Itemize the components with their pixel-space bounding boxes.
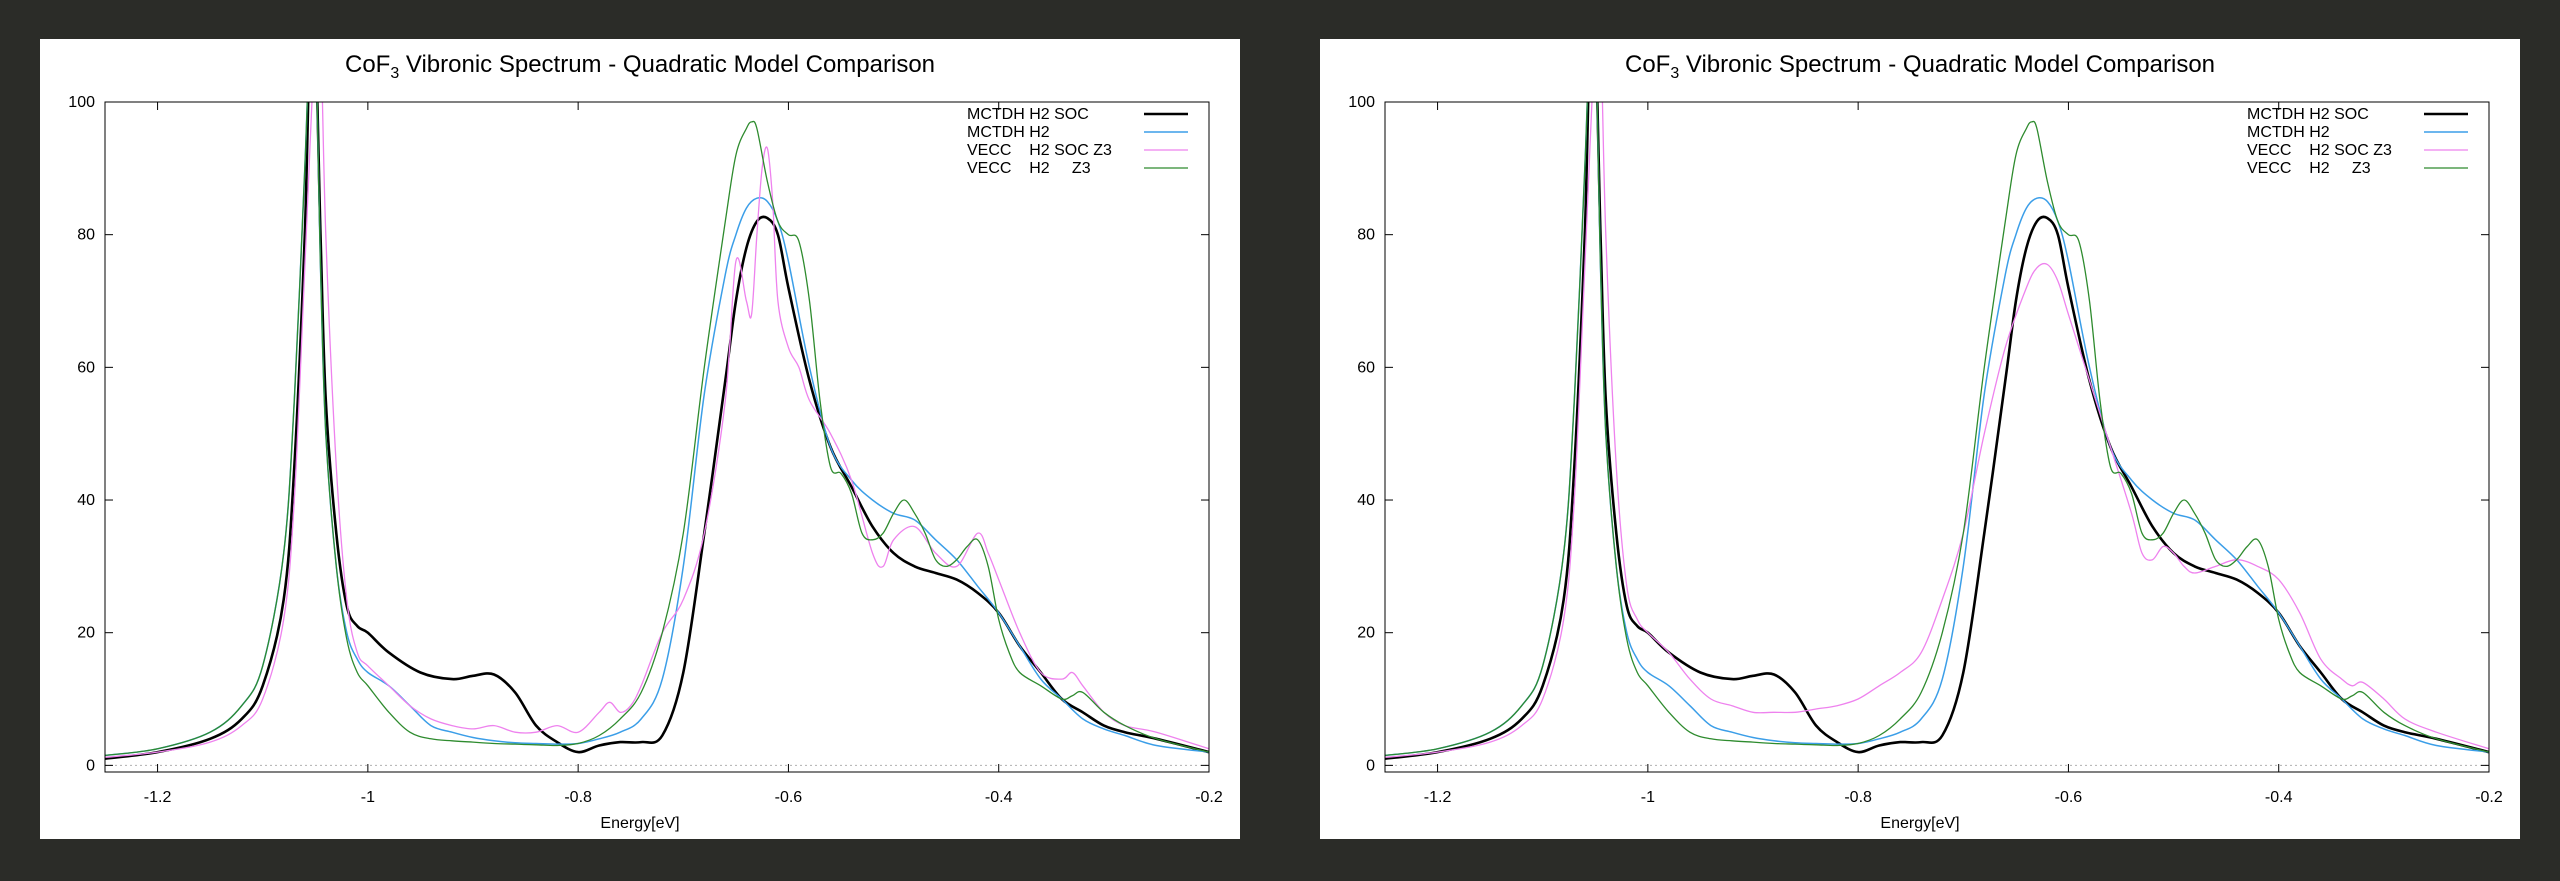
series-line-mctdh-h2-soc (105, 102, 1209, 760)
legend-label: VECC H2 SOC Z3 (967, 142, 1112, 159)
legend-label: MCTDH H2 SOC (2247, 106, 2369, 123)
x-tick-label: -1 (1641, 789, 1655, 806)
x-tick-label: -0.6 (775, 789, 803, 806)
x-tick-label: -1 (361, 789, 375, 806)
x-tick-label: -1.2 (144, 789, 172, 806)
x-axis-label: Energy[eV] (1880, 815, 1960, 832)
x-tick-label: -0.4 (985, 789, 1013, 806)
x-tick-label: -0.2 (2475, 789, 2503, 806)
chart-title: CoF3 Vibronic Spectrum - Quadratic Model… (1624, 51, 2216, 82)
x-axis-label: Energy[eV] (600, 815, 680, 832)
y-tick-label: 40 (1357, 492, 1375, 509)
spectrum-plot-right: -1.2 -1 -0.8 -0.6 -0.4 -0.2 0 20 40 60 80 100 MCTDH … (1348, 94, 2503, 806)
plot-frame (1384, 101, 2490, 773)
y-tick-label: 0 (1366, 757, 1375, 774)
y-tick-label: 40 (77, 492, 95, 509)
y-tick-label: 0 (86, 757, 95, 774)
legend-label: MCTDH H2 (2247, 124, 2330, 141)
legend-label: MCTDH H2 (967, 124, 1050, 141)
legend-label: MCTDH H2 SOC (967, 106, 1089, 123)
y-tick-label: 60 (1357, 359, 1375, 376)
series-line-vecc-h2-soc-z3 (1385, 102, 2489, 759)
y-tick-label: 100 (68, 94, 95, 111)
x-tick-label: -0.8 (1844, 789, 1872, 806)
y-tick-label: 20 (1357, 625, 1375, 642)
y-tick-label: 100 (1348, 94, 1375, 111)
chart-panel-right: CoF3 Vibronic Spectrum - Quadratic Model… (1320, 39, 2520, 839)
y-tick-label: 80 (77, 227, 95, 244)
x-tick-label: -0.8 (564, 789, 592, 806)
x-tick-label: -1.2 (1424, 789, 1452, 806)
legend-label: VECC H2 Z3 (2247, 160, 2371, 177)
series-line-vecc-h2-z3 (105, 102, 1209, 757)
series-line-vecc-h2-soc-z3 (105, 102, 1209, 759)
legend-label: VECC H2 Z3 (967, 160, 1091, 177)
y-tick-label: 80 (1357, 227, 1375, 244)
series-line-vecc-h2-z3 (1385, 102, 2489, 757)
x-tick-label: -0.2 (1195, 789, 1223, 806)
series-line-mctdh-h2 (1385, 102, 2489, 757)
legend-label: VECC H2 SOC Z3 (2247, 142, 2392, 159)
chart-title: CoF3 Vibronic Spectrum - Quadratic Model… (344, 51, 936, 82)
plot-frame (104, 101, 1210, 773)
x-tick-label: -0.4 (2265, 789, 2293, 806)
y-tick-label: 60 (77, 359, 95, 376)
x-tick-label: -0.6 (2055, 789, 2083, 806)
spectrum-plot-left: -1.2 -1 -0.8 -0.6 -0.4 -0.2 0 20 40 60 80 100 MCTDH … (68, 94, 1223, 806)
chart-panel-left: CoF3 Vibronic Spectrum - Quadratic Model… (40, 39, 1240, 839)
series-line-mctdh-h2-soc (1385, 102, 2489, 760)
y-tick-label: 20 (77, 625, 95, 642)
series-line-mctdh-h2 (105, 102, 1209, 757)
